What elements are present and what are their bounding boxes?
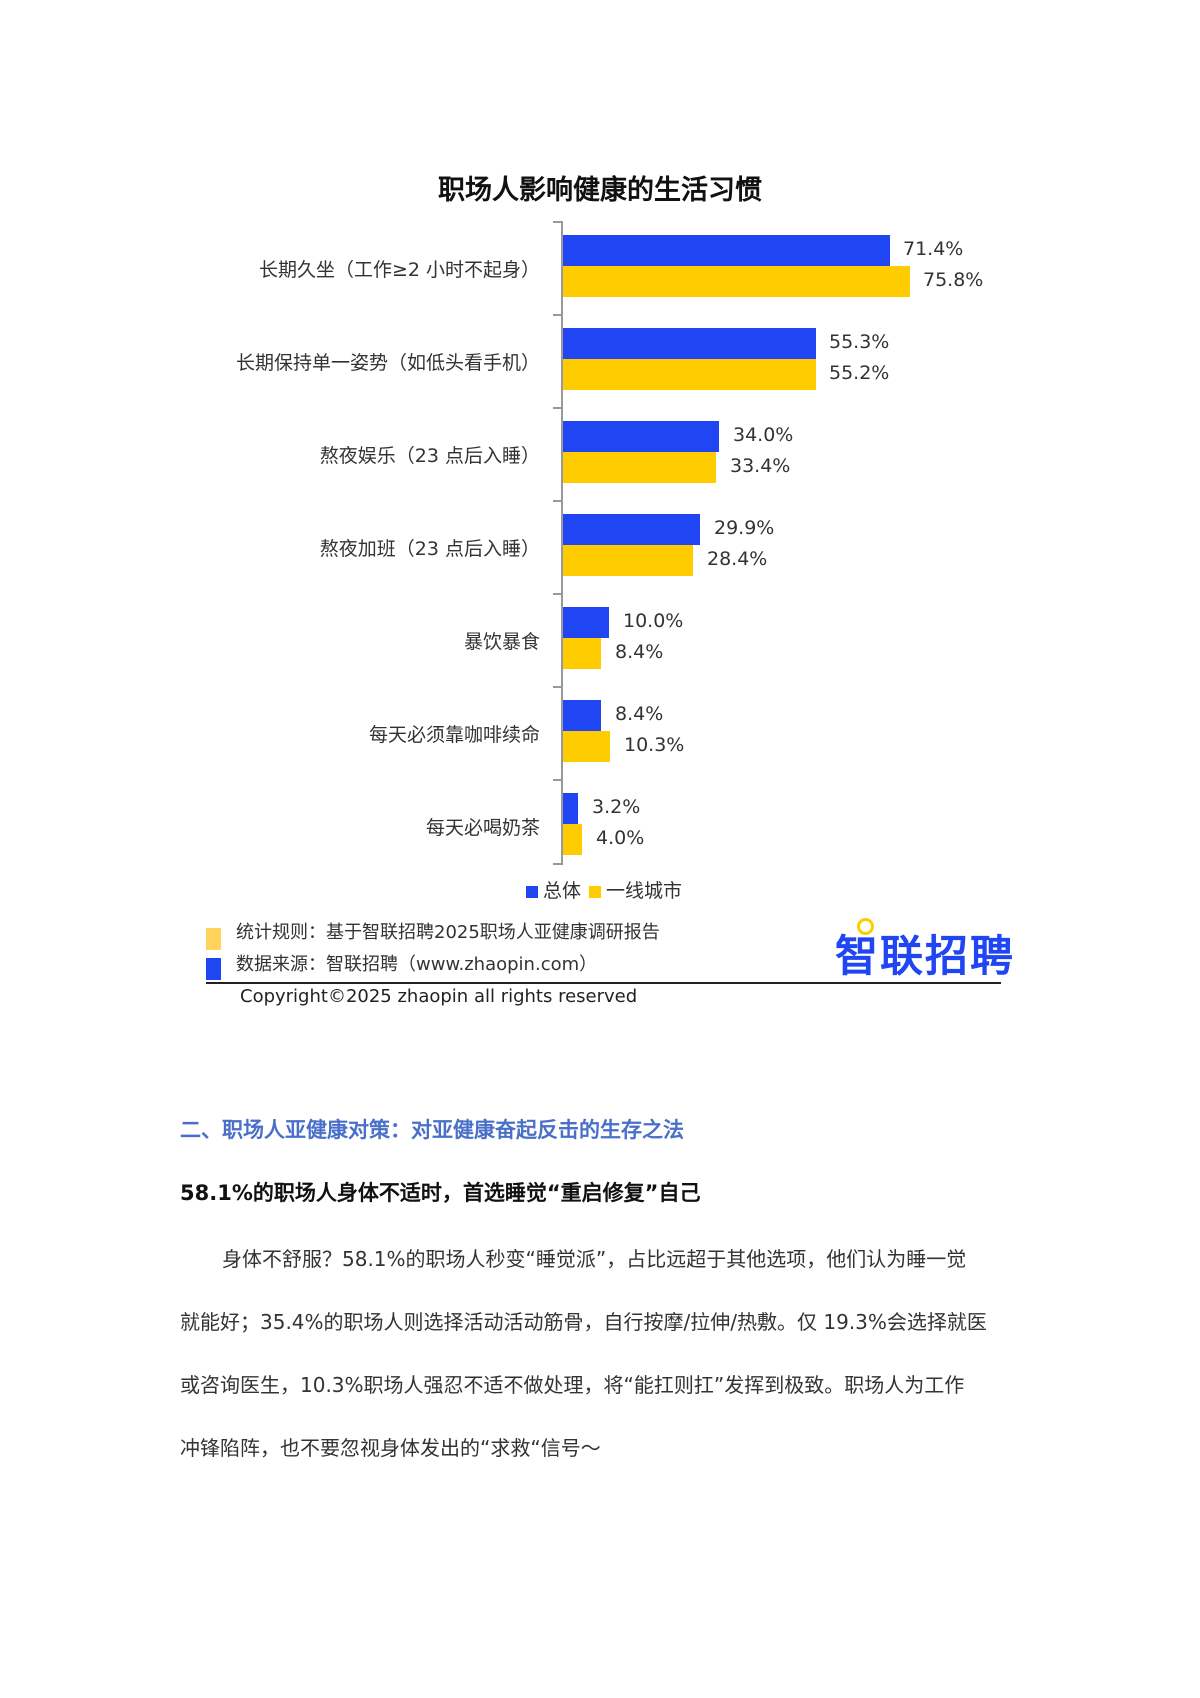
axis-tick [553,407,562,409]
y-axis-line [561,221,563,865]
value-label-overall: 71.4% [903,238,964,260]
value-label-tier1: 33.4% [730,455,791,477]
legend-label-overall: 总体 [542,880,581,902]
axis-tick [553,779,562,781]
note-swatch-blue [206,958,221,980]
note-swatch-yellow [206,928,221,950]
bar-tier1 [563,266,910,297]
axis-tick [553,686,562,688]
value-label-tier1: 4.0% [596,827,645,849]
value-label-overall: 10.0% [623,610,684,632]
bar-tier1 [563,359,816,390]
section-heading: 二、职场人亚健康对策：对亚健康奋起反击的生存之法 [180,1118,684,1142]
value-label-tier1: 10.3% [624,734,685,756]
value-label-tier1: 75.8% [923,269,984,291]
legend-swatch-tier1 [589,885,601,898]
paragraph-line: 冲锋陷阵，也不要忽视身体发出的“求救“信号～ [180,1436,601,1460]
bar-overall [563,607,609,638]
category-label: 长期久坐（工作≥2 小时不起身） [258,259,540,281]
bar-tier1 [563,545,693,576]
bar-overall [563,514,700,545]
bar-tier1 [563,824,582,855]
value-label-overall: 55.3% [829,331,890,353]
axis-tick [553,593,562,595]
value-label-tier1: 28.4% [707,548,768,570]
bar-overall [563,793,578,824]
bar-overall [563,235,890,266]
axis-tick [553,500,562,502]
stat-rule-note: 统计规则：基于智联招聘2025职场人亚健康调研报告 [236,922,660,943]
value-label-tier1: 55.2% [829,362,890,384]
category-label: 每天必喝奶茶 [425,817,540,839]
axis-tick [553,221,562,223]
bar-overall [563,700,601,731]
bar-overall [563,421,719,452]
copyright-text: Copyright©2025 zhaopin all rights reserv… [240,986,638,1007]
bar-overall [563,328,816,359]
value-label-tier1: 8.4% [615,641,664,663]
legend-label-tier1: 一线城市 [606,880,683,902]
chart-legend: 总体 一线城市 [0,876,1200,903]
value-label-overall: 29.9% [714,517,775,539]
zhaopin-logo: 智联招聘 [835,918,1015,984]
logo-text: 智联招聘 [835,932,1015,982]
sub-heading: 58.1%的职场人身体不适时，首选睡觉“重启修复”自己 [180,1181,701,1205]
category-label: 暴饮暴食 [463,631,540,653]
bar-tier1 [563,638,601,669]
category-label: 每天必须靠咖啡续命 [368,724,540,746]
axis-tick [553,314,562,316]
value-label-overall: 8.4% [615,703,664,725]
footer-divider [206,982,1001,984]
paragraph-line: 身体不舒服？58.1%的职场人秒变“睡觉派”，占比远超于其他选项，他们认为睡一觉 [222,1247,967,1271]
data-source-note: 数据来源：智联招聘（www.zhaopin.com） [236,954,598,975]
value-label-overall: 3.2% [592,796,641,818]
paragraph-line: 就能好；35.4%的职场人则选择活动活动筋骨，自行按摩/拉伸/热敷。仅 19.3… [180,1310,987,1334]
legend-swatch-overall [525,885,538,898]
category-label: 熬夜娱乐（23 点后入睡） [319,445,540,467]
bar-tier1 [563,452,716,483]
chart-title: 职场人影响健康的生活习惯 [438,175,762,206]
bar-tier1 [563,731,610,762]
category-label: 熬夜加班（23 点后入睡） [319,538,540,560]
category-label: 长期保持单一姿势（如低头看手机） [235,352,540,374]
paragraph-line: 或咨询医生，10.3%职场人强忍不适不做处理，将“能扛则扛”发挥到极致。职场人为… [180,1373,965,1397]
value-label-overall: 34.0% [733,424,794,446]
axis-tick [553,863,562,865]
logo-dot-icon [857,918,874,935]
